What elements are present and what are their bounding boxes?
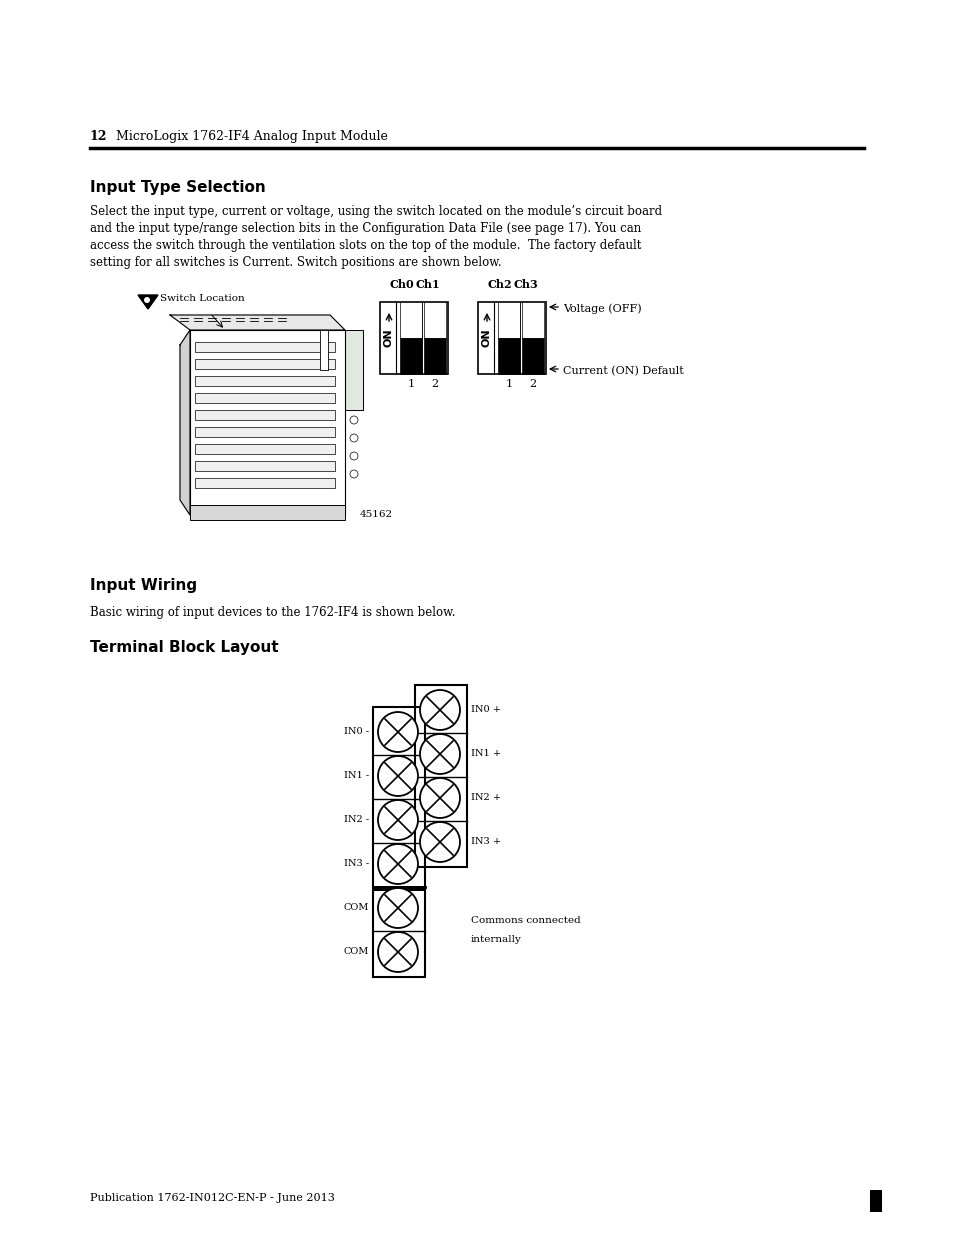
- Bar: [194, 445, 335, 454]
- Polygon shape: [138, 295, 158, 309]
- Text: Input Type Selection: Input Type Selection: [90, 180, 266, 195]
- Bar: [423, 303, 446, 338]
- Bar: [373, 885, 424, 890]
- Bar: [379, 303, 448, 374]
- Bar: [194, 478, 335, 488]
- Circle shape: [377, 756, 417, 797]
- Text: Terminal Block Layout: Terminal Block Layout: [90, 640, 278, 655]
- Bar: [194, 393, 335, 403]
- Bar: [399, 338, 421, 374]
- Circle shape: [144, 296, 150, 303]
- Bar: [373, 706, 424, 977]
- Text: internally: internally: [471, 935, 521, 944]
- Polygon shape: [190, 330, 345, 515]
- Text: COM: COM: [343, 904, 369, 913]
- Polygon shape: [180, 330, 190, 515]
- Circle shape: [419, 734, 459, 774]
- Text: 45162: 45162: [359, 510, 393, 519]
- Text: MicroLogix 1762-IF4 Analog Input Module: MicroLogix 1762-IF4 Analog Input Module: [116, 130, 388, 143]
- Bar: [423, 338, 446, 374]
- Text: Switch Location: Switch Location: [160, 294, 245, 303]
- Text: Commons connected: Commons connected: [471, 916, 580, 925]
- Circle shape: [350, 471, 357, 478]
- Bar: [194, 427, 335, 437]
- Bar: [194, 359, 335, 369]
- Text: Ch0: Ch0: [389, 279, 414, 290]
- Text: 1: 1: [505, 379, 512, 389]
- Text: IN3 -: IN3 -: [343, 860, 369, 868]
- Bar: [497, 303, 519, 338]
- Text: IN3 +: IN3 +: [471, 837, 500, 846]
- Bar: [194, 410, 335, 420]
- Circle shape: [377, 713, 417, 752]
- Text: Ch1: Ch1: [416, 279, 440, 290]
- Text: COM: COM: [343, 947, 369, 956]
- Text: Basic wiring of input devices to the 1762-IF4 is shown below.: Basic wiring of input devices to the 176…: [90, 606, 455, 619]
- Circle shape: [377, 844, 417, 884]
- Bar: [345, 330, 363, 410]
- Text: Ch3: Ch3: [513, 279, 537, 290]
- Text: IN1 -: IN1 -: [343, 772, 369, 781]
- Text: 2: 2: [431, 379, 438, 389]
- Text: 1: 1: [407, 379, 415, 389]
- Bar: [497, 338, 519, 374]
- Text: 2: 2: [529, 379, 536, 389]
- Text: IN0 -: IN0 -: [344, 727, 369, 736]
- Text: ON: ON: [481, 329, 492, 347]
- Text: ON: ON: [384, 329, 394, 347]
- Bar: [194, 375, 335, 387]
- Bar: [399, 303, 421, 338]
- Text: IN2 +: IN2 +: [471, 794, 500, 803]
- Bar: [521, 303, 543, 338]
- Circle shape: [350, 452, 357, 459]
- Circle shape: [377, 932, 417, 972]
- Text: Select the input type, current or voltage, using the switch located on the modul: Select the input type, current or voltag…: [90, 205, 661, 219]
- Circle shape: [350, 433, 357, 442]
- Bar: [415, 685, 467, 867]
- Text: setting for all switches is Current. Switch positions are shown below.: setting for all switches is Current. Swi…: [90, 256, 501, 269]
- Circle shape: [377, 888, 417, 927]
- Bar: [319, 330, 328, 370]
- Text: access the switch through the ventilation slots on the top of the module.  The f: access the switch through the ventilatio…: [90, 240, 640, 252]
- Text: Current (ON) Default: Current (ON) Default: [562, 366, 683, 377]
- Text: Publication 1762-IN012C-EN-P - June 2013: Publication 1762-IN012C-EN-P - June 2013: [90, 1193, 335, 1203]
- Circle shape: [419, 690, 459, 730]
- Circle shape: [350, 416, 357, 424]
- Text: Ch2: Ch2: [487, 279, 512, 290]
- Text: and the input type/range selection bits in the Configuration Data File (see page: and the input type/range selection bits …: [90, 222, 640, 235]
- Text: Voltage (OFF): Voltage (OFF): [562, 304, 641, 314]
- Text: IN0 +: IN0 +: [471, 705, 500, 715]
- Circle shape: [419, 778, 459, 818]
- Polygon shape: [170, 315, 345, 330]
- Text: IN1 +: IN1 +: [471, 750, 500, 758]
- Bar: [477, 303, 545, 374]
- Circle shape: [377, 800, 417, 840]
- Bar: [521, 338, 543, 374]
- Text: Input Wiring: Input Wiring: [90, 578, 197, 593]
- Text: 12: 12: [90, 130, 108, 143]
- Bar: [190, 505, 345, 520]
- Bar: [194, 461, 335, 471]
- Text: IN2 -: IN2 -: [343, 815, 369, 825]
- Bar: [869, 1191, 882, 1212]
- Bar: [194, 342, 335, 352]
- Circle shape: [419, 823, 459, 862]
